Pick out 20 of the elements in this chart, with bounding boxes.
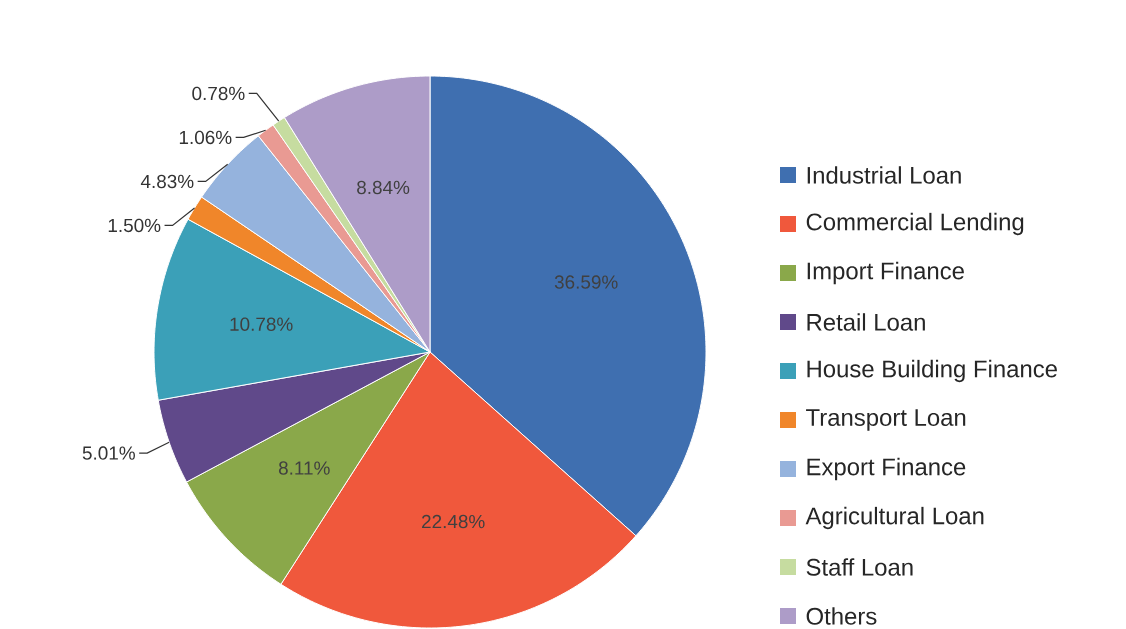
data-label: 5.01%	[82, 446, 135, 460]
legend-label: House Building Finance	[807, 359, 1057, 383]
legend-label: Import Finance	[807, 261, 964, 285]
legend-label: Staff Loan	[806, 558, 913, 576]
legend-label: Retail Loan	[807, 313, 925, 331]
legend-label: Others	[806, 607, 877, 625]
data-label: 10.78%	[230, 317, 293, 331]
data-label: 1.06%	[179, 130, 232, 145]
data-label: 36.59%	[554, 275, 618, 289]
data-label: 1.50%	[108, 218, 161, 233]
legend-label: Transport Loan	[806, 409, 966, 431]
data-label: 8.84%	[357, 180, 410, 195]
legend-label: Industrial Loan	[807, 166, 961, 184]
data-label: 0.78%	[192, 86, 245, 101]
legend-label: Commercial Lending	[806, 212, 1024, 236]
data-label: 4.83%	[140, 174, 194, 189]
legend-label: Export Finance	[807, 457, 966, 481]
data-label: 8.11%	[278, 461, 330, 475]
legend-label: Agricultural Loan	[805, 506, 984, 530]
data-label: 22.48%	[422, 514, 485, 529]
